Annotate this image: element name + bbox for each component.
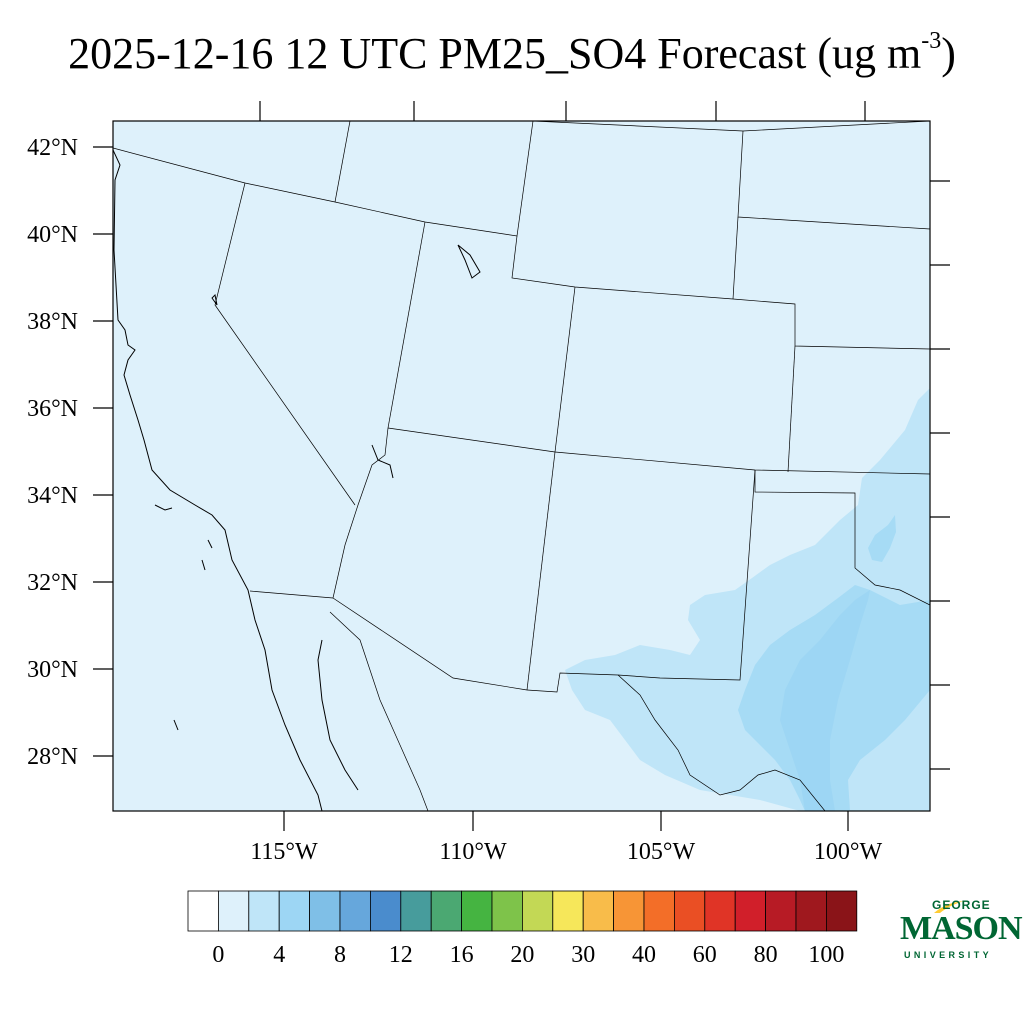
colorbar-swatch [704,890,736,932]
lat-label: 36°N [27,396,78,422]
colorbar-swatch [369,890,402,932]
colorbar-swatch [643,890,675,932]
contour-level-4b [780,590,870,811]
colorbar-swatch [309,890,341,932]
logo-main-text: MASON [900,910,1023,947]
title-exponent: -3 [921,28,942,54]
colorbar-tick-label: 4 [273,942,285,968]
title-close: ) [941,29,956,78]
colorbar-tick-label: 60 [693,942,717,968]
colorbar-tick-label: 12 [389,942,413,968]
colorbar-swatch [278,890,311,932]
coastline [113,149,481,811]
gmu-logo: GEORGE MASON UNIVERSITY [896,898,1023,970]
map-frame [112,120,931,812]
logo-swoosh-icon [934,901,964,913]
left-ticks [93,146,113,757]
lat-label: 40°N [27,222,78,248]
chart-title: 2025-12-16 12 UTC PM25_SO4 Forecast (ug … [0,26,1024,82]
colorbar-swatch [734,890,767,932]
lon-label: 105°W [627,839,696,865]
lat-label: 32°N [27,570,78,596]
colorbar-tick-label: 40 [632,942,656,968]
colorbar-swatch [552,890,584,932]
lat-labels: 42°N 40°N 38°N 36°N 34°N 32°N 30°N 28°N [27,135,78,770]
colorbar-swatch [582,890,615,932]
colorbar-swatch [613,890,645,932]
top-ticks [259,101,866,121]
colorbar-swatch [795,890,827,932]
lon-label: 115°W [250,839,318,865]
right-ticks [930,180,950,770]
colorbar-swatch [400,890,432,932]
colorbar-swatch [187,890,219,932]
lon-label: 100°W [814,839,883,865]
pm25-shading [565,388,930,811]
colorbar-swatch [765,890,797,932]
lat-label: 30°N [27,657,78,683]
colorbar-tick-label: 16 [450,942,474,968]
colorbar-swatch [826,890,858,932]
colorbar-tick-label: 8 [334,942,346,968]
colorbar-swatch [430,890,463,932]
colorbar-swatch [248,890,280,932]
state-boundaries [113,121,930,811]
logo-top-text: GEORGE [932,898,991,912]
colorbar-swatch [491,890,523,932]
lat-label: 28°N [27,744,78,770]
lat-label: 34°N [27,483,78,509]
contour-patch-ne [900,388,930,470]
colorbar-tick-label: 0 [212,942,224,968]
colorbar-swatch [522,890,554,932]
colorbar-tick-label: 100 [808,942,844,968]
lat-label: 42°N [27,135,78,161]
colorbar-tick-label: 20 [510,942,534,968]
bottom-ticks [283,811,849,831]
lon-label: 110°W [439,839,507,865]
colorbar [187,890,858,932]
colorbar-swatch [461,890,493,932]
title-main: 2025-12-16 12 UTC PM25_SO4 Forecast (ug … [68,29,922,78]
colorbar-tick-label: 80 [754,942,778,968]
lon-labels: 115°W 110°W 105°W 100°W [250,839,882,865]
logo-bottom-text: UNIVERSITY [904,950,993,960]
contour-patch-east [868,515,896,562]
colorbar-tick-label: 30 [571,942,595,968]
colorbar-swatch [674,890,706,932]
colorbar-swatch [339,890,371,932]
colorbar-labels: 0 4 8 12 16 20 30 40 60 80 100 [212,942,844,968]
lat-label: 38°N [27,309,78,335]
colorbar-swatch [217,890,250,932]
